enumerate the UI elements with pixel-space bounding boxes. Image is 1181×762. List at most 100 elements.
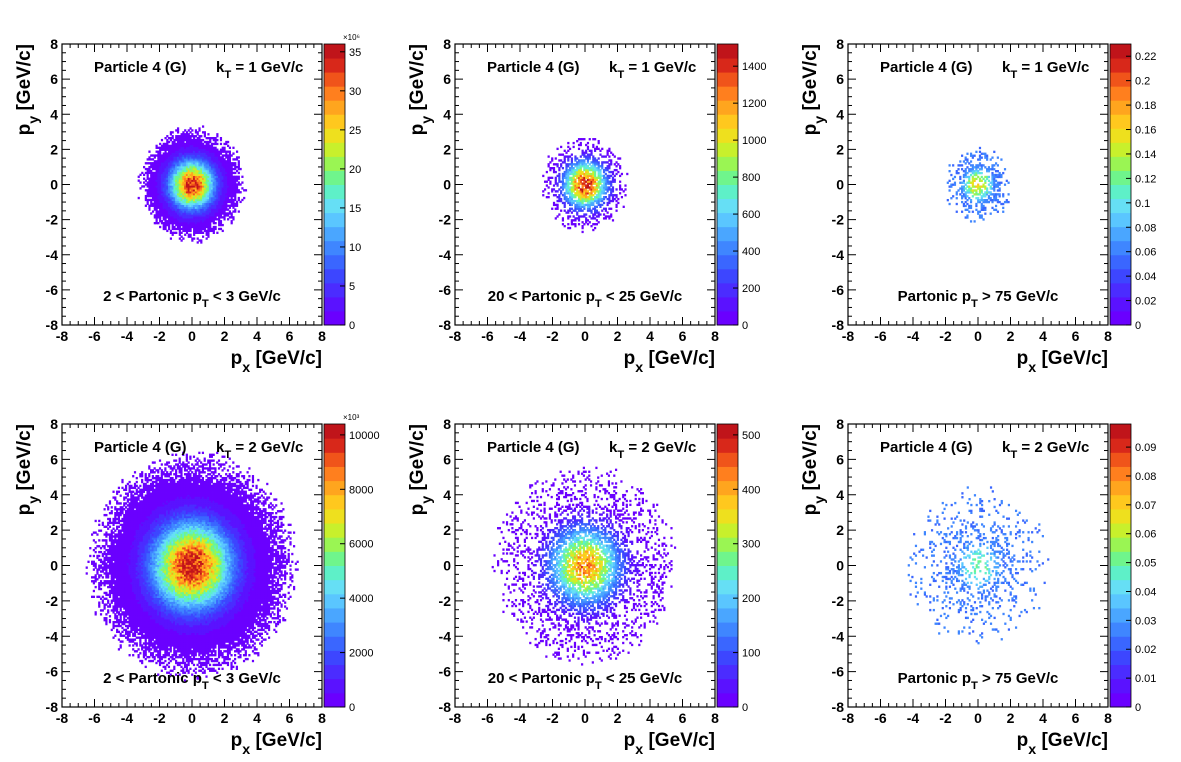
x-tick-label: -4 — [907, 328, 920, 344]
heatmap-cell — [216, 139, 218, 141]
heatmap-cell — [111, 506, 113, 508]
color-bar-band — [717, 311, 738, 326]
heatmap-cell — [981, 189, 983, 191]
heatmap-cell — [245, 189, 247, 191]
heatmap-cell — [220, 220, 222, 222]
heatmap-cell — [957, 168, 959, 170]
color-bar-band — [324, 86, 345, 101]
heatmap-cell — [107, 609, 109, 611]
z-tick-label: 0.18 — [1135, 100, 1156, 112]
color-bar-band — [324, 297, 345, 312]
heatmap-cell — [240, 168, 242, 170]
x-tick-label: 2 — [1007, 328, 1015, 344]
heatmap-cell — [129, 654, 131, 656]
x-tick-label: 2 — [221, 328, 229, 344]
y-tick-label: 2 — [443, 141, 451, 157]
heatmap-cell — [997, 211, 999, 213]
heatmap-cell — [621, 173, 623, 175]
heatmap-cell — [615, 210, 617, 212]
y-axis-label: py [GeV/c] — [800, 44, 828, 135]
heatmap-cell — [114, 635, 116, 637]
heatmap-cell — [567, 142, 569, 144]
heatmap-cell — [970, 205, 972, 207]
heatmap-cell — [601, 148, 603, 150]
heatmap-cell — [1007, 201, 1009, 203]
x-axis-label-part: p — [624, 348, 636, 369]
heatmap-cell — [970, 220, 972, 222]
heatmap-cell — [619, 181, 621, 183]
x-tick-label: -6 — [481, 328, 494, 344]
heatmap-cell — [1007, 193, 1009, 195]
heatmap-cell — [1002, 207, 1004, 209]
heatmap-cell — [107, 506, 109, 508]
color-bar-band — [717, 44, 738, 59]
heatmap-cell — [615, 188, 617, 190]
heatmap-cell — [544, 188, 546, 190]
heatmap-cell — [139, 181, 141, 183]
heatmap-cell — [952, 164, 954, 166]
y-tick-label: 4 — [50, 106, 58, 122]
heatmap-cell — [216, 133, 218, 135]
color-bar-band — [324, 213, 345, 228]
heatmap-cell — [619, 157, 621, 159]
color-bar-band — [717, 213, 738, 228]
x-tick-label: 0 — [581, 328, 589, 344]
heatmap-cell — [573, 142, 575, 144]
heatmap-cell — [952, 195, 954, 197]
color-bar-band — [1110, 100, 1131, 115]
heatmap-cell — [564, 225, 566, 227]
z-tick-label: 400 — [742, 246, 760, 258]
heatmap-cell — [120, 644, 122, 646]
heatmap-cell — [223, 147, 225, 149]
y-tick-label: -6 — [46, 282, 59, 298]
color-bar-band — [1110, 185, 1131, 200]
color-bar-band — [1110, 128, 1131, 143]
color-bar-band — [1110, 227, 1131, 242]
heatmap-cell — [988, 176, 990, 178]
color-bar-band — [717, 255, 738, 270]
heatmap-cell — [612, 186, 614, 188]
heatmap-cell — [610, 213, 612, 215]
heatmap-cell — [617, 202, 619, 204]
pt-cut-label-part: > 75 GeV/c — [978, 288, 1058, 305]
x-axis-label-part: [GeV/c] — [1036, 348, 1108, 369]
heatmap-cell — [560, 146, 562, 148]
y-tick-label: -2 — [439, 212, 452, 228]
heatmap-cell — [549, 181, 551, 183]
color-bar-band — [324, 170, 345, 185]
y-tick-label: 2 — [50, 141, 58, 157]
heatmap-cell — [109, 615, 111, 617]
z-tick-label: 0.08 — [1135, 222, 1156, 234]
heatmap-cell — [997, 164, 999, 166]
x-axis-label-part: p — [1017, 348, 1029, 369]
heatmap-cell — [608, 155, 610, 157]
color-bar-band — [1110, 241, 1131, 256]
x-tick-label: 0 — [188, 328, 196, 344]
heatmap-cell — [102, 522, 104, 524]
heatmap-cell — [578, 148, 580, 150]
color-bar-band — [324, 283, 345, 298]
z-tick-label: 15 — [349, 203, 361, 215]
heatmap-cell — [148, 151, 150, 153]
heatmap-cell — [979, 147, 981, 149]
heatmap-cell — [114, 496, 116, 498]
z-tick-label: 1200 — [742, 98, 766, 110]
heatmap-cell — [954, 176, 956, 178]
kt-label-part: = 1 GeV/c — [624, 59, 696, 76]
heatmap-cell — [621, 196, 623, 198]
heatmap-cell — [93, 555, 95, 557]
color-bar-band — [324, 142, 345, 157]
heatmap-cell — [949, 180, 951, 182]
heatmap-cell — [569, 215, 571, 217]
color-bar-band — [1110, 199, 1131, 214]
heatmap-cell — [569, 227, 571, 229]
heatmap-cell — [120, 494, 122, 496]
heatmap-cell — [216, 143, 218, 145]
heatmap-cell — [986, 155, 988, 157]
heatmap-cell — [172, 135, 174, 137]
z-tick-label: 0.2 — [1135, 76, 1150, 88]
heatmap-cell — [109, 526, 111, 528]
heatmap-cell — [551, 157, 553, 159]
heatmap-cell — [585, 213, 587, 215]
